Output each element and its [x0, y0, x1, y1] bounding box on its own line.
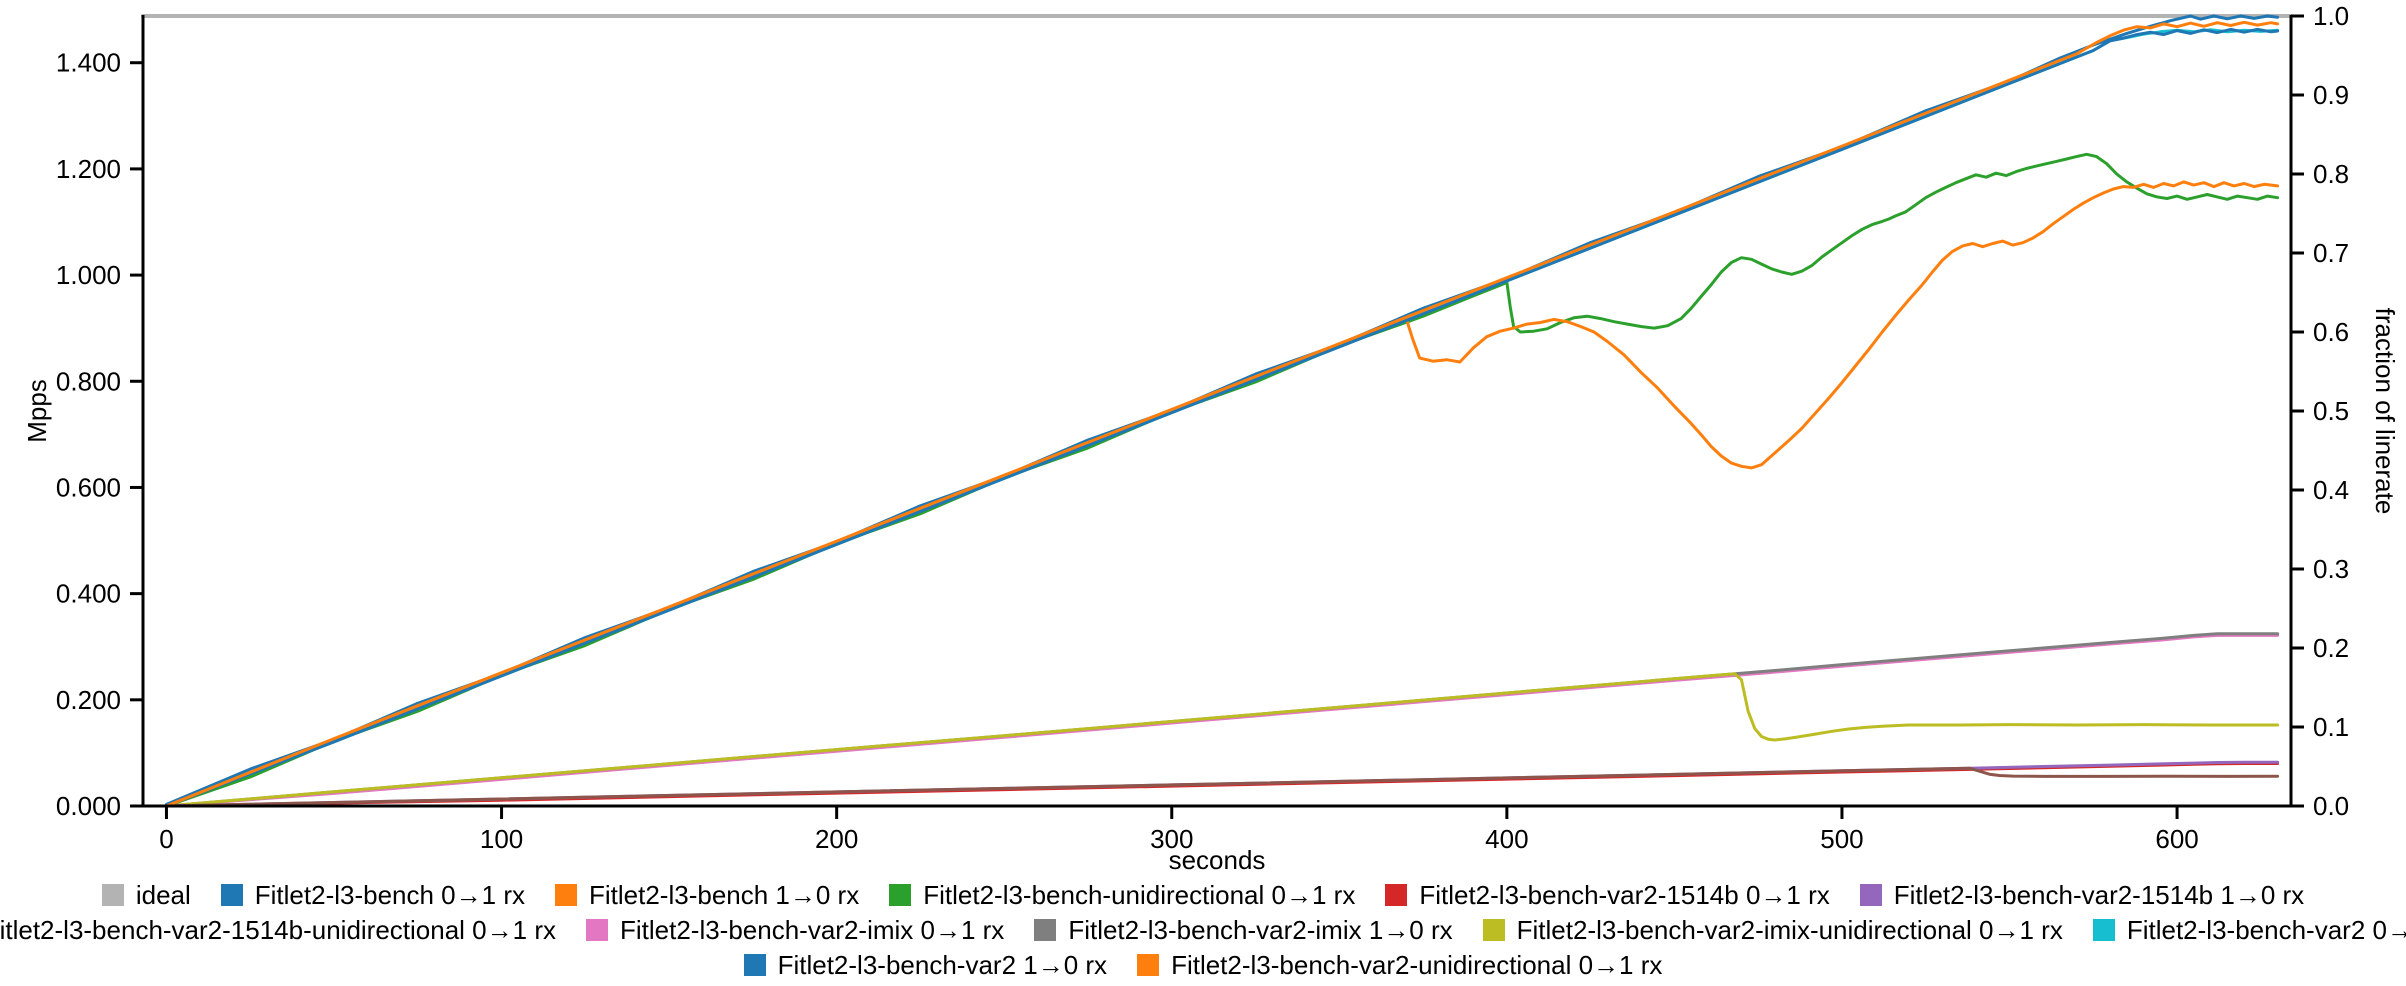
- series-line-bench-uni-0-1: [165, 152, 2280, 808]
- y-left-tick-label: 1.400: [56, 48, 121, 78]
- legend-swatch-icon: [101, 884, 124, 906]
- series-line-bench-0-1: [165, 14, 2280, 806]
- y-left-tick-label: 0.800: [56, 366, 121, 396]
- y-right-tick-label: 0.4: [2313, 475, 2349, 505]
- legend-item: ideal: [101, 880, 191, 910]
- y-left-tick-label: 0.000: [56, 791, 121, 821]
- y-right-tick-label: 0.6: [2313, 317, 2349, 347]
- series-line-var2-uni-0-1: [165, 20, 2280, 808]
- legend-item-label: Fitlet2-l3-bench-var2-unidirectional 0→1…: [1171, 950, 1663, 980]
- legend-swatch-icon: [1034, 919, 1057, 941]
- legend-item-label: Fitlet2-l3-bench-var2 0→1 rx: [2126, 915, 2406, 945]
- y-right-tick-label: 0.3: [2313, 554, 2349, 584]
- x-tick-label: 500: [1820, 824, 1863, 854]
- y-axis-right-label: fraction of linerate: [2370, 308, 2400, 515]
- y-left-tick-label: 1.000: [56, 260, 121, 290]
- y-right-tick-label: 0.1: [2313, 712, 2349, 742]
- legend-item: Fitlet2-l3-bench-var2-unidirectional 0→1…: [1137, 951, 1662, 979]
- legend-item-label: Fitlet2-l3-bench-var2-1514b 0→1 rx: [1419, 880, 1830, 910]
- legend-item-label: Fitlet2-l3-bench-var2-imix-unidirectiona…: [1516, 915, 2063, 945]
- legend-item-label: Fitlet2-l3-bench-var2-1514b 1→0 rx: [1893, 880, 2305, 910]
- y-axis-left-label: Mpps: [22, 379, 52, 443]
- chart-legend: ideal Fitlet2-l3-bench 0→1 rx Fitlet2-l3-b…: [0, 881, 2406, 979]
- legend-item-label: Fitlet2-l3-bench-var2-imix 0→1 rx: [619, 915, 1005, 945]
- y-right-tick-label: 0.9: [2313, 80, 2349, 110]
- legend-swatch-icon: [1385, 884, 1408, 906]
- legend-item: Fitlet2-l3-bench-var2-1514b-unidirection…: [0, 916, 556, 944]
- y-right-tick-label: 0.8: [2313, 159, 2349, 189]
- y-left-tick-label: 1.200: [56, 154, 121, 184]
- legend-item-label: Fitlet2-l3-bench-var2 1→0 rx: [777, 950, 1108, 980]
- legend-item: Fitlet2-l3-bench-var2-1514b 0→1 rx: [1385, 880, 1830, 910]
- x-tick-label: 0: [159, 824, 173, 854]
- legend-swatch-icon: [743, 954, 766, 976]
- legend-item: Fitlet2-l3-bench-var2-imix 1→0 rx: [1034, 915, 1453, 945]
- series-line-bench-1-0: [165, 180, 2280, 808]
- legend-swatch-icon: [1859, 884, 1882, 906]
- legend-item: Fitlet2-l3-bench-var2 0→1 rx: [2092, 915, 2406, 945]
- legend-item: Fitlet2-l3-bench-var2-1514b 1→0 rx: [1859, 880, 2305, 910]
- legend-item-label: ideal: [135, 880, 191, 910]
- legend-item: Fitlet2-l3-bench-var2 1→0 rx: [743, 950, 1108, 980]
- series-line-var2-1514b-uni-0-1: [165, 766, 2280, 808]
- legend-row: ideal Fitlet2-l3-bench 0→1 rx Fitlet2-l3-b…: [101, 880, 2305, 910]
- x-axis-label: seconds: [1169, 845, 1266, 875]
- plot-svg: 0 100 200 300 400 500 600 0.000 0.200 0.400 0.600 0…: [22, 1, 2400, 875]
- legend-swatch-icon: [1482, 919, 1505, 941]
- legend-swatch-icon: [889, 884, 912, 906]
- axes: 0 100 200 300 400 500 600 0.000 0.200 0.400 0.600 0…: [56, 1, 2349, 854]
- legend-item-label: Fitlet2-l3-bench-unidirectional 0→1 rx: [923, 880, 1356, 910]
- legend-item: Fitlet2-l3-bench-var2-imix-unidirectiona…: [1482, 915, 2063, 945]
- legend-item-label: Fitlet2-l3-bench 0→1 rx: [254, 880, 525, 910]
- legend-swatch-icon: [220, 884, 243, 906]
- y-right-tick-label: 0.5: [2313, 396, 2349, 426]
- y-right-tick-label: 0.2: [2313, 633, 2349, 663]
- legend-row: Fitlet2-l3-bench-var2-1514b-unidirection…: [0, 916, 2406, 944]
- series-lines: [141, 14, 2293, 808]
- series-line-var2-imix-0-1: [165, 633, 2280, 808]
- legend-swatch-icon: [555, 884, 577, 906]
- x-tick-label: 300: [1150, 824, 1193, 854]
- legend-item-label: Fitlet2-l3-bench-var2-imix 1→0 rx: [1068, 915, 1453, 945]
- legend-item: Fitlet2-l3-bench-unidirectional 0→1 rx: [889, 881, 1355, 909]
- series-line-var2-imix-uni-0-1: [165, 672, 2280, 808]
- legend-item: Fitlet2-l3-bench 1→0 rx: [555, 881, 859, 909]
- series-line-var2-0-1: [165, 28, 2280, 808]
- y-left-tick-label: 0.200: [56, 685, 121, 715]
- y-left-tick-label: 0.600: [56, 472, 121, 502]
- x-tick-label: 400: [1485, 824, 1528, 854]
- legend-item: Fitlet2-l3-bench-var2-imix 0→1 rx: [585, 915, 1005, 945]
- legend-item-label: Fitlet2-l3-bench 1→0 rx: [589, 880, 860, 910]
- y-right-tick-label: 1.0: [2313, 1, 2349, 31]
- x-tick-label: 100: [480, 824, 523, 854]
- y-right-tick-label: 0.0: [2313, 791, 2349, 821]
- x-tick-label: 200: [815, 824, 858, 854]
- legend-row: Fitlet2-l3-bench-var2 1→0 rx Fitlet2-l3-b…: [743, 950, 1662, 980]
- y-left-tick-label: 0.400: [56, 579, 121, 609]
- series-line-var2-1-0: [165, 27, 2280, 808]
- legend-swatch-icon: [1137, 954, 1160, 976]
- y-right-tick-label: 0.7: [2313, 238, 2349, 268]
- legend-swatch-icon: [2092, 919, 2115, 941]
- legend-item-label: Fitlet2-l3-bench-var2-1514b-unidirection…: [0, 915, 556, 945]
- x-tick-label: 600: [2155, 824, 2198, 854]
- legend-swatch-icon: [585, 919, 608, 941]
- legend-item: Fitlet2-l3-bench 0→1 rx: [220, 880, 525, 910]
